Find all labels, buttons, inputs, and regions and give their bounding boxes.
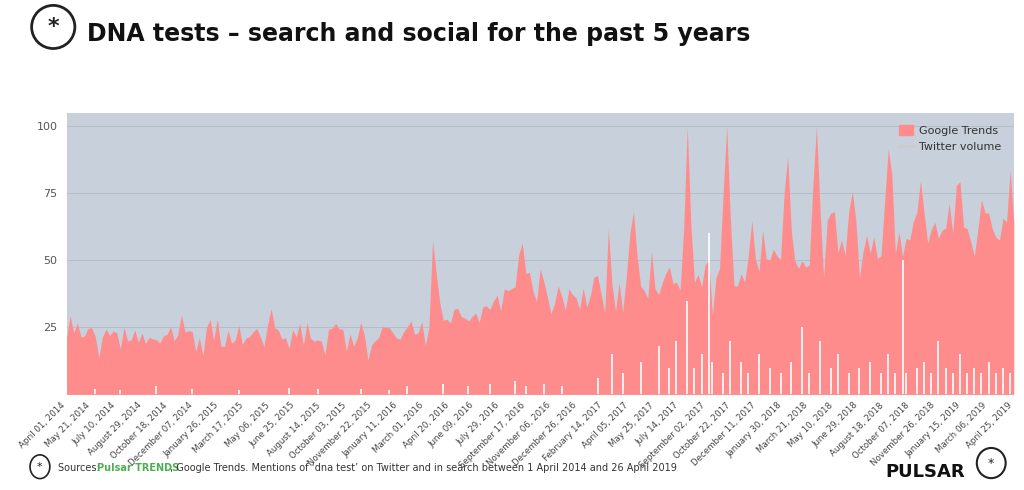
Text: *: * xyxy=(37,462,43,472)
Text: *: * xyxy=(988,457,994,469)
Legend: Google Trends, Twitter volume: Google Trends, Twitter volume xyxy=(893,118,1009,159)
Text: , Google Trends. Mentions of ‘dna test’ on Twitter and in search between 1 April: , Google Trends. Mentions of ‘dna test’ … xyxy=(167,463,677,473)
Text: DNA tests – search and social for the past 5 years: DNA tests – search and social for the pa… xyxy=(87,22,751,46)
Text: Pulsar TRENDS: Pulsar TRENDS xyxy=(97,463,179,473)
Text: *: * xyxy=(47,17,59,37)
Text: PULSAR: PULSAR xyxy=(886,463,966,481)
Text: Sources:: Sources: xyxy=(58,463,103,473)
